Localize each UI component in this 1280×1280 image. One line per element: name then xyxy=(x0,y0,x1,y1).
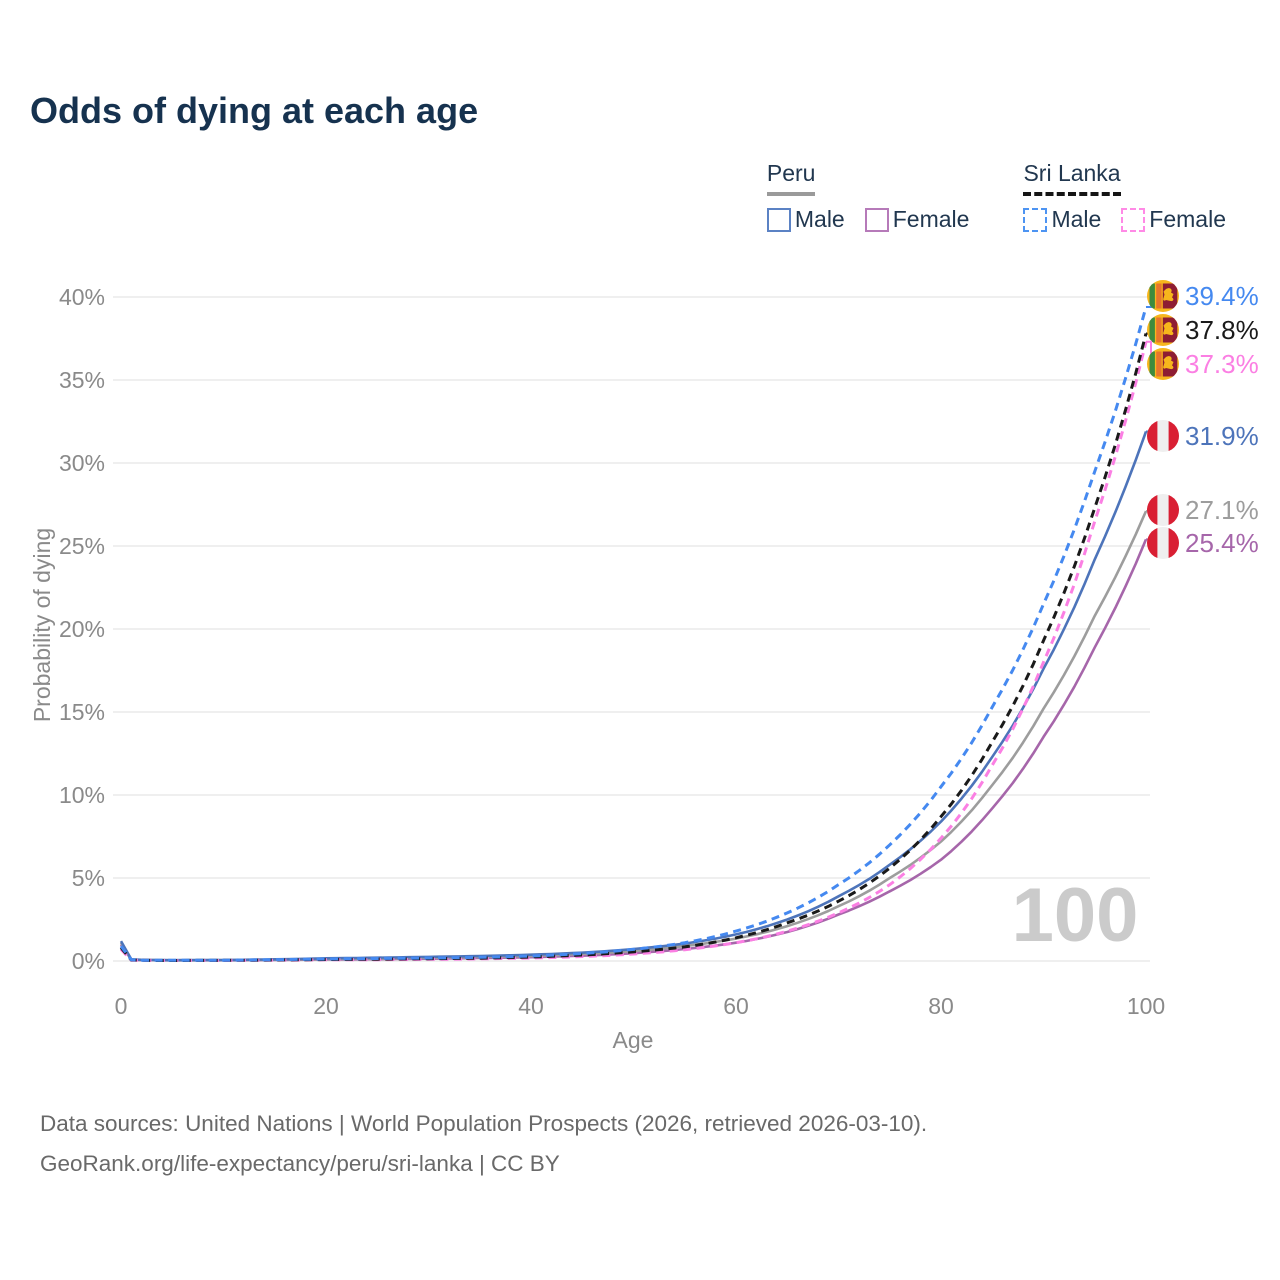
series-line-peru-male[interactable] xyxy=(119,431,1148,962)
legend: Peru Male Female Sri Lanka Male Female xyxy=(766,160,1242,233)
y-tick-label: 30% xyxy=(59,450,105,476)
y-tick-label: 25% xyxy=(59,533,105,559)
legend-row-sri-lanka: Male Female xyxy=(1023,206,1242,233)
series-line-sri-lanka-female[interactable] xyxy=(119,341,1148,962)
y-tick-label: 0% xyxy=(72,948,105,974)
series-end-value: 37.3% xyxy=(1185,349,1259,379)
peru-flag-icon xyxy=(1146,526,1180,560)
peru-male-swatch-icon[interactable] xyxy=(766,207,791,232)
legend-group-peru: Peru Male Female xyxy=(766,160,986,233)
y-tick-label: 40% xyxy=(59,284,105,310)
y-tick-label: 35% xyxy=(59,367,105,393)
sri-lanka-female-swatch-icon[interactable] xyxy=(1121,207,1146,232)
series-line-sri-lanka-both[interactable] xyxy=(119,333,1148,962)
legend-label-peru-male[interactable]: Male xyxy=(794,206,845,232)
peru-female-swatch-icon[interactable] xyxy=(864,207,889,232)
y-axis-title: Probability of dying xyxy=(29,528,55,722)
y-tick-label: 20% xyxy=(59,616,105,642)
legend-row-peru: Male Female xyxy=(766,206,986,233)
peru-flag-icon xyxy=(1146,419,1180,453)
x-tick-label: 80 xyxy=(928,993,954,1019)
footer-data-sources: Data sources: United Nations | World Pop… xyxy=(40,1111,928,1136)
sri-lanka-male-swatch-icon[interactable] xyxy=(1023,207,1048,232)
axis-labels: 0% 5% 10% 15% 20% 25% 30% 35% 40% 0 20 40 60 80 100 xyxy=(59,284,1165,1019)
footer-attribution: GeoRank.org/life-expectancy/peru/sri-lan… xyxy=(40,1151,560,1176)
series-end-value: 27.1% xyxy=(1185,495,1259,525)
legend-label-sri-lanka-male[interactable]: Male xyxy=(1051,206,1102,232)
x-axis-title: Age xyxy=(613,1027,654,1053)
page-title: Odds of dying at each age xyxy=(30,90,479,131)
series-line-peru-female[interactable] xyxy=(119,538,1148,962)
x-tick-label: 20 xyxy=(313,993,339,1019)
legend-label-sri-lanka-female[interactable]: Female xyxy=(1149,206,1226,232)
series-end-labels: 39.4% 37.8% 37.3% 31.9% 27.1%25.4% xyxy=(1146,279,1259,560)
series-end-value: 25.4% xyxy=(1185,528,1259,558)
y-tick-label: 10% xyxy=(59,782,105,808)
series-line-sri-lanka-male[interactable] xyxy=(119,306,1148,962)
y-tick-label: 15% xyxy=(59,699,105,725)
series-end-value: 39.4% xyxy=(1185,281,1259,311)
y-tick-label: 5% xyxy=(72,865,105,891)
x-tick-label: 100 xyxy=(1127,993,1165,1019)
x-tick-label: 40 xyxy=(518,993,544,1019)
legend-group-sri-lanka: Sri Lanka Male Female xyxy=(1023,160,1242,233)
legend-label-peru-female[interactable]: Female xyxy=(892,206,970,232)
series-end-value: 37.8% xyxy=(1185,315,1259,345)
age-counter-watermark: 100 xyxy=(1011,873,1139,958)
peru-flag-icon xyxy=(1146,493,1180,527)
legend-country-sri-lanka[interactable]: Sri Lanka xyxy=(1023,160,1121,196)
footer: Data sources: United Nations | World Pop… xyxy=(40,1104,1240,1184)
series-line-peru-both[interactable] xyxy=(119,510,1148,962)
series-lines xyxy=(119,306,1148,962)
x-tick-label: 0 xyxy=(115,993,128,1019)
gridlines xyxy=(113,296,1150,962)
x-tick-label: 60 xyxy=(723,993,749,1019)
legend-country-peru[interactable]: Peru xyxy=(766,160,816,196)
series-end-value: 31.9% xyxy=(1185,421,1259,451)
